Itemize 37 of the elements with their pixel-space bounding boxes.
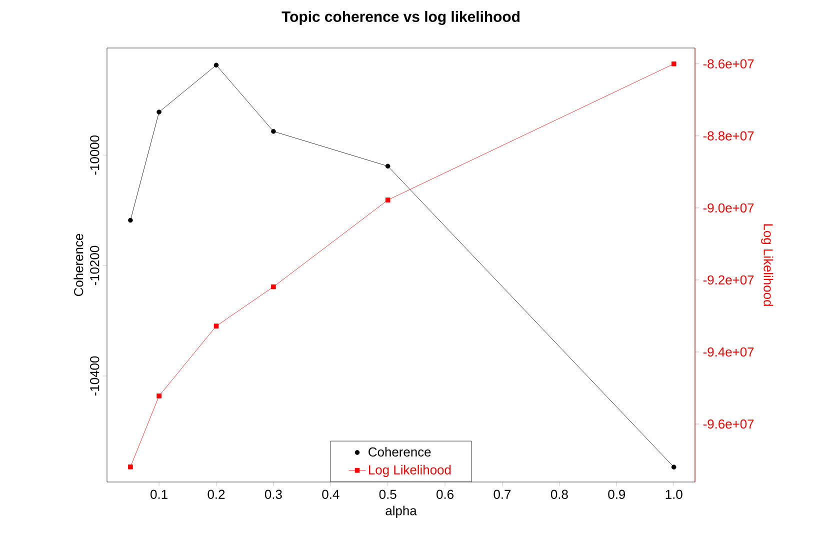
x-tick-label: 0.3 [264, 490, 282, 499]
point [156, 394, 162, 398]
x-tick-label: 0.6 [436, 490, 454, 499]
y2-tick-label: -9.6e+07 [703, 419, 754, 429]
y2-axis-title: Log Likelihood [761, 224, 774, 306]
x-tick-label: 0.2 [208, 490, 225, 499]
point [128, 464, 133, 470]
chart-title: Topic coherence vs log likelihood [282, 10, 520, 25]
y2-tick-label: -9.2e+07 [703, 275, 754, 285]
y2-tick-label: -9.0e+07 [703, 203, 754, 212]
y2-tick-label: -8.8e+07 [703, 131, 754, 140]
x-tick-label: 0.8 [550, 490, 568, 499]
point [214, 62, 219, 68]
y2-tick-label: -8.6e+07 [703, 59, 754, 68]
legend-label: Coherence [368, 447, 431, 457]
point [128, 218, 133, 223]
y-tick-label: -10200 [90, 246, 100, 286]
point [671, 61, 676, 66]
point [385, 164, 390, 169]
point [214, 324, 219, 328]
x-tick-label: 0.4 [322, 490, 340, 499]
point [385, 198, 390, 202]
x-tick-label: 0.7 [494, 490, 511, 499]
x-tick-label: 0.9 [608, 490, 626, 499]
y2-tick-label: -9.4e+07 [703, 347, 754, 357]
x-tick-label: 0.5 [379, 490, 396, 499]
y-tick-label: -10000 [90, 135, 100, 175]
point [271, 128, 276, 134]
y-tick-label: -10400 [90, 356, 100, 396]
point [271, 284, 276, 290]
x-axis-title: alpha [386, 506, 417, 518]
x-tick-label: 1.0 [666, 490, 682, 499]
legend-label: Log Likelihood [369, 464, 451, 477]
point [671, 464, 676, 470]
x-tick-label: 0.1 [150, 490, 168, 499]
point [156, 110, 162, 114]
y-axis-title: Coherence [74, 234, 84, 296]
